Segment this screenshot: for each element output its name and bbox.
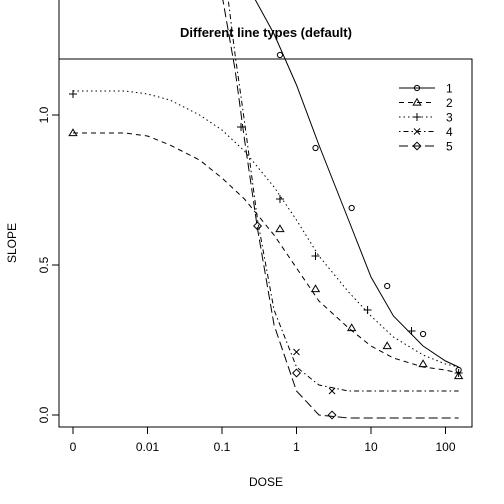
legend-marker [413,84,421,92]
series-3 [69,90,463,377]
series-2-point [68,128,78,137]
x-tick-label: 0.1 [214,440,231,454]
series-1-point [419,330,427,338]
series-4-line [227,0,459,392]
plot-frame [58,58,473,428]
x-axis: 0 0.01 0.1 1 10 100 [70,426,456,454]
series-4 [227,0,459,395]
legend-label: 3 [446,111,453,125]
legend-entry-3: 3 [399,111,453,125]
series-2-point [346,323,357,332]
series-2-line [73,132,459,374]
series-3-point [237,123,246,131]
series-1-point [348,204,355,212]
legend-marker [412,141,422,151]
series-2 [68,128,464,380]
series-3-point [69,90,77,98]
series-4-point [328,387,336,395]
x-tick-label: 0.01 [136,440,160,454]
legend-label: 4 [446,125,453,139]
series-1-line [254,0,459,368]
series-3-point [407,327,416,335]
series-3-point [363,306,372,314]
series-5-point [291,368,302,378]
series-3-line [73,90,459,368]
series-5-line [222,0,459,419]
legend-marker [413,128,421,135]
y-axis: 0.00.51.01.52.0 [37,0,60,423]
series-3-point [311,252,320,260]
y-axis-title: SLOPE [5,223,19,263]
legend-label: 5 [446,140,453,154]
series-2-point [453,371,464,380]
series-3-point [454,369,463,377]
legend-label: 1 [446,82,453,96]
x-tick-label: 10 [364,440,378,454]
series-5-point [327,410,337,420]
series-2-point [310,284,321,293]
series-1-point [276,51,284,59]
legend-entry-2: 2 [399,96,453,110]
series-1-point [312,144,319,152]
legend-entry-5: 5 [399,140,453,154]
y-tick-label: 0.0 [37,406,51,423]
x-tick-label: 100 [435,440,455,454]
y-tick-label: 0.5 [37,256,51,273]
legend-marker [412,97,422,106]
series-2-point [418,359,428,368]
series-3-point [275,195,284,203]
legend-label: 2 [446,96,453,110]
series-2-point [382,341,392,350]
series-layer [68,0,464,420]
series-5-point [253,221,263,231]
x-tick-label: 0 [70,440,77,454]
x-tick-label: 1 [293,440,300,454]
series-1-point [384,282,391,290]
y-tick-label: 1.0 [37,106,51,123]
legend-entry-4: 4 [399,125,453,139]
series-1 [254,0,462,374]
chart-title: Different line types (default) [180,25,352,40]
x-axis-title: DOSE [249,475,283,489]
series-4-point [293,348,300,356]
legend-marker [413,113,421,121]
legend-entry-1: 1 [399,82,453,96]
series-2-point [275,224,285,233]
series-5 [222,0,459,420]
